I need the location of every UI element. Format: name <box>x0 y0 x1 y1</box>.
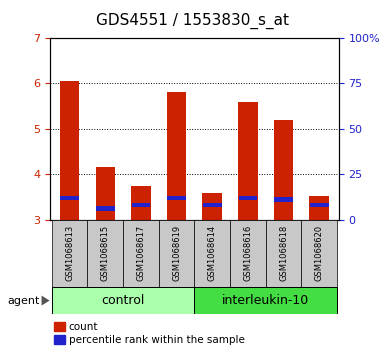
Text: GSM1068618: GSM1068618 <box>279 225 288 281</box>
Text: GSM1068616: GSM1068616 <box>243 225 253 281</box>
Bar <box>310 203 328 207</box>
Bar <box>167 196 186 200</box>
Bar <box>238 102 258 220</box>
Bar <box>87 220 123 287</box>
Bar <box>95 167 115 220</box>
Text: GDS4551 / 1553830_s_at: GDS4551 / 1553830_s_at <box>96 13 289 29</box>
Bar <box>167 91 186 220</box>
Bar <box>310 196 329 220</box>
Bar <box>203 193 222 220</box>
Polygon shape <box>42 295 50 306</box>
Bar <box>123 220 159 287</box>
Bar <box>52 287 194 314</box>
Bar <box>52 220 87 287</box>
Legend: count, percentile rank within the sample: count, percentile rank within the sample <box>50 318 249 349</box>
Bar <box>159 220 194 287</box>
Text: GSM1068615: GSM1068615 <box>101 225 110 281</box>
Bar <box>194 287 337 314</box>
Text: agent: agent <box>8 295 40 306</box>
Bar <box>60 81 79 220</box>
Bar <box>230 220 266 287</box>
Bar <box>274 197 293 202</box>
Bar <box>96 207 115 211</box>
Bar <box>239 196 257 200</box>
Bar <box>131 187 151 220</box>
Bar <box>203 203 221 207</box>
Text: GSM1068619: GSM1068619 <box>172 225 181 281</box>
Bar <box>301 220 337 287</box>
Bar <box>60 196 79 200</box>
Text: GSM1068613: GSM1068613 <box>65 225 74 281</box>
Text: GSM1068617: GSM1068617 <box>136 225 146 281</box>
Text: GSM1068620: GSM1068620 <box>315 225 324 281</box>
Bar <box>274 120 293 220</box>
Text: control: control <box>101 294 145 307</box>
Text: interleukin-10: interleukin-10 <box>222 294 309 307</box>
Bar <box>194 220 230 287</box>
Bar <box>266 220 301 287</box>
Bar <box>132 203 150 207</box>
Text: GSM1068614: GSM1068614 <box>208 225 217 281</box>
